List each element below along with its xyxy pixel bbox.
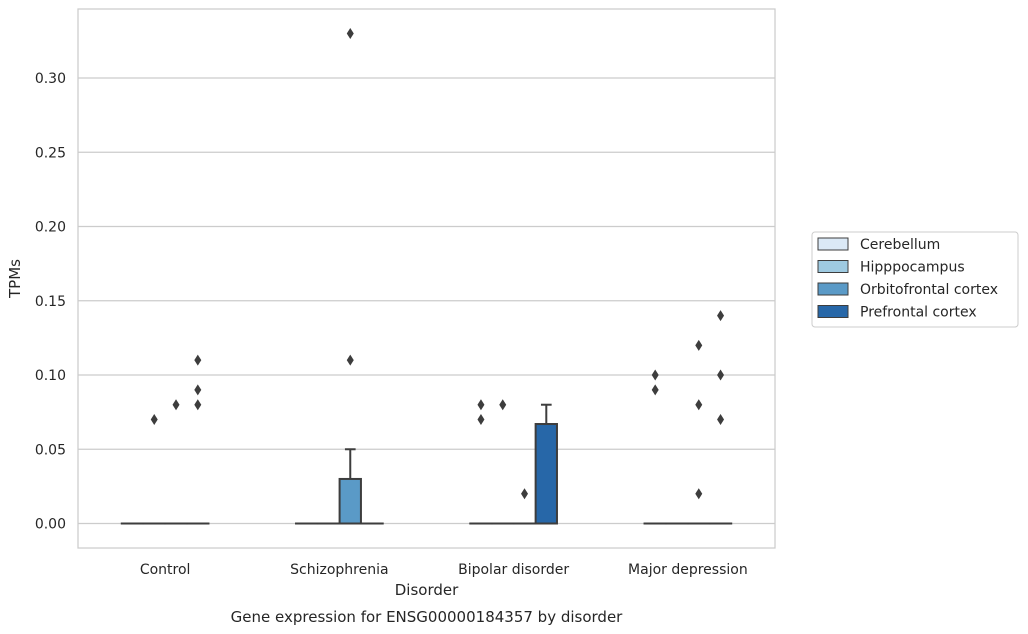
legend-swatch [817,282,849,296]
outlier-point [346,354,354,366]
outlier-point [717,414,725,426]
legend-label: Hipppocampus [860,260,965,276]
outlier-point [194,399,202,411]
outlier-point [521,488,529,500]
outlier-point [150,414,158,426]
outlier-point [194,384,202,396]
outlier-point [717,310,725,322]
outlier-point [499,399,507,411]
x-axis-label: Disorder [395,581,459,599]
box-body [534,423,558,525]
outlier-point [651,384,659,396]
legend-label: Prefrontal cortex [860,305,977,321]
y-tick-label: 0.05 [35,442,66,458]
chart-caption: Gene expression for ENSG00000184357 by d… [231,608,624,626]
y-tick-label: 0.10 [35,368,66,384]
plot-frame [77,8,776,549]
legend-frame [811,231,1019,328]
outlier-point [717,369,725,381]
legend-swatch [817,260,849,273]
legend-label: Orbitofrontal cortex [860,282,998,298]
box [534,403,558,525]
outlier-point [695,399,703,411]
y-tick-label: 0.20 [35,220,66,236]
x-tick-labels: Control Schizophrenia Bipolar disorder Majo… [140,562,748,578]
x-tick-label: Schizophrenia [290,562,388,578]
y-tick-label: 0.15 [35,294,66,310]
x-tick-label: Bipolar disorder [458,562,569,578]
box [338,448,362,525]
outlier-point [477,414,485,426]
box-layer [120,403,733,525]
outlier-point [194,354,202,366]
gridlines [78,77,775,525]
box-body [338,477,362,525]
legend: Cerebellum Hipppocampus Orbitofrontal cort… [811,231,1019,328]
x-tick-label: Major depression [628,562,748,578]
y-tick-label: 0.25 [35,145,66,161]
y-axis-label: TPMs [6,259,24,299]
y-tick-labels: 0.00 0.05 0.10 0.15 0.20 0.25 0.30 [35,71,66,532]
outlier-point [172,399,180,411]
legend-label: Cerebellum [860,237,940,253]
outlier-layer [150,28,725,500]
outlier-point [651,369,659,381]
outlier-point [477,399,485,411]
x-tick-label: Control [140,562,191,578]
y-tick-label: 0.00 [35,517,66,533]
outlier-point [346,28,354,39]
outlier-point [695,488,703,500]
legend-swatch [817,305,849,318]
outlier-point [695,339,703,351]
y-tick-label: 0.30 [35,71,66,87]
legend-swatch [817,237,849,251]
